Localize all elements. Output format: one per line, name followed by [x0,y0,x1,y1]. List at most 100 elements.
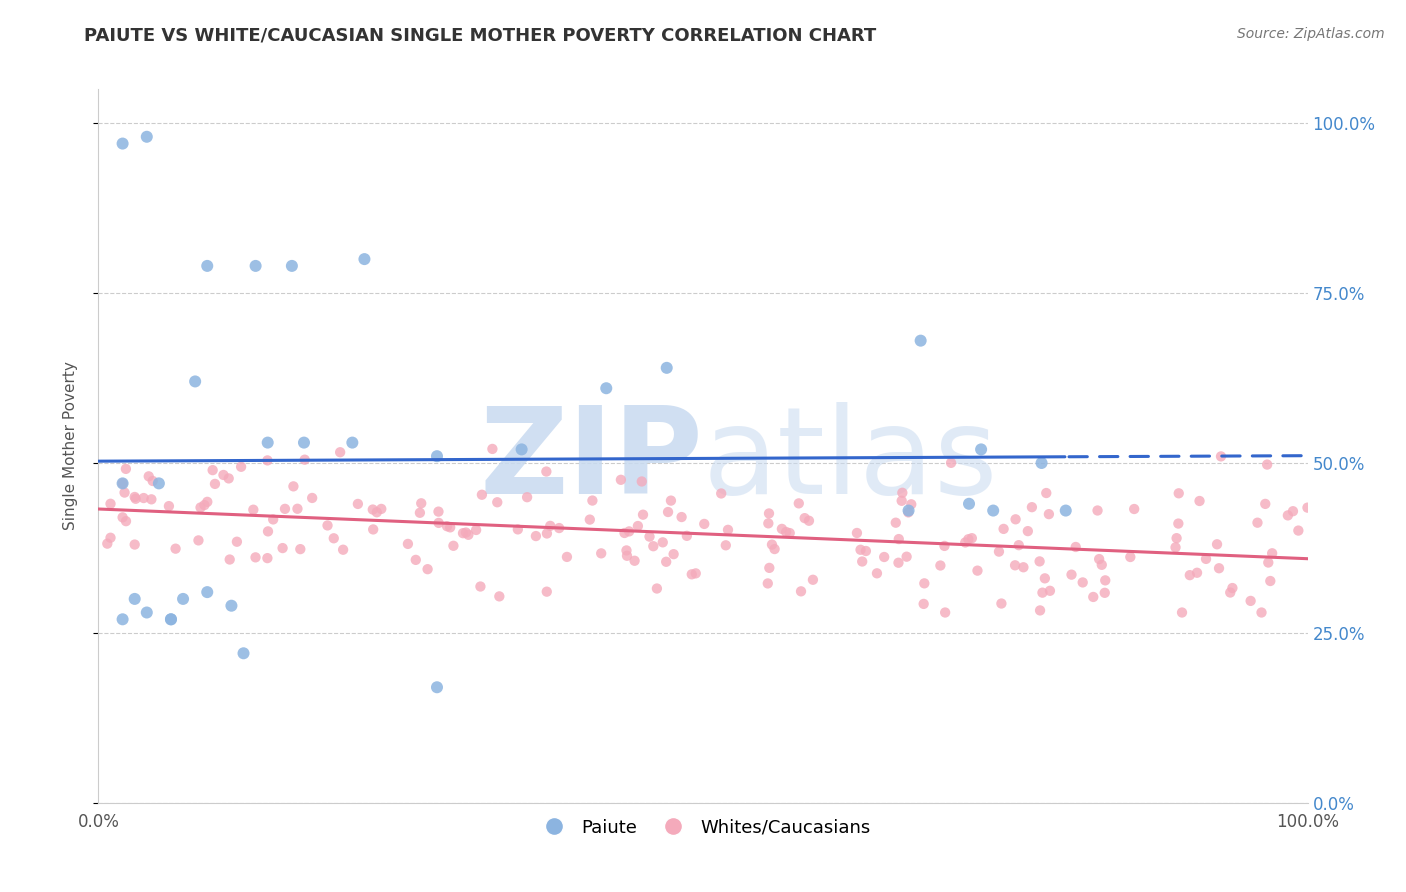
Point [486,495,509,509]
Point [662,547,685,561]
Point [256,551,278,566]
Point [1167,516,1189,531]
Point [581,493,603,508]
Point [756,516,779,531]
Point [887,532,910,546]
Point [1035,486,1057,500]
Text: atlas: atlas [703,401,998,519]
Point [1054,503,1077,517]
Point [761,538,783,552]
Point [957,497,980,511]
Point [613,526,636,541]
Point [347,497,370,511]
Point [797,514,820,528]
Point [281,259,304,273]
Point [193,498,215,512]
Point [441,539,464,553]
Point [100,531,122,545]
Point [1033,571,1056,585]
Point [657,505,679,519]
Point [115,514,138,528]
Point [793,511,815,525]
Point [555,549,578,564]
Point [135,606,157,620]
Point [756,576,779,591]
Point [1083,590,1105,604]
Point [370,502,392,516]
Point [256,435,278,450]
Point [1031,456,1053,470]
Point [710,486,733,500]
Point [645,582,668,596]
Point [411,496,433,510]
Point [966,564,988,578]
Point [1188,494,1211,508]
Point [548,521,571,535]
Point [681,567,703,582]
Point [141,492,163,507]
Point [1164,541,1187,555]
Point [939,456,962,470]
Point [1094,586,1116,600]
Point [714,538,737,552]
Point [970,442,993,457]
Point [1004,558,1026,573]
Point [353,252,375,266]
Text: ZIP: ZIP [479,401,703,519]
Point [536,526,558,541]
Point [465,523,488,537]
Point [172,591,194,606]
Point [884,516,907,530]
Point [900,497,922,511]
Point [426,680,449,694]
Point [115,462,138,476]
Point [655,360,678,375]
Point [342,435,364,450]
Point [1029,603,1052,617]
Point [655,555,678,569]
Point [1004,512,1026,526]
Point [1256,458,1278,472]
Point [770,522,793,536]
Point [1167,486,1189,500]
Point [1087,503,1109,517]
Point [1008,538,1031,552]
Point [481,442,503,456]
Point [1254,497,1277,511]
Point [1219,585,1241,599]
Point [845,526,868,541]
Point [111,136,134,151]
Point [138,469,160,483]
Point [187,533,209,548]
Point [124,591,146,606]
Point [630,475,652,489]
Point [242,502,264,516]
Point [396,537,419,551]
Point [897,503,920,517]
Point [301,491,323,505]
Point [763,542,786,557]
Point [1208,561,1230,575]
Point [990,597,1012,611]
Point [651,535,673,549]
Point [221,599,243,613]
Point [887,556,910,570]
Point [204,476,226,491]
Point [316,518,339,533]
Point [1171,606,1194,620]
Point [929,558,952,573]
Point [758,561,780,575]
Point [851,554,873,568]
Point [111,476,134,491]
Point [1239,594,1261,608]
Point [1038,507,1060,521]
Point [627,519,650,533]
Point [283,479,305,493]
Point [1206,537,1229,551]
Point [157,499,180,513]
Point [912,576,935,591]
Point [957,533,980,547]
Point [538,519,561,533]
Point [195,495,218,509]
Point [1094,574,1116,588]
